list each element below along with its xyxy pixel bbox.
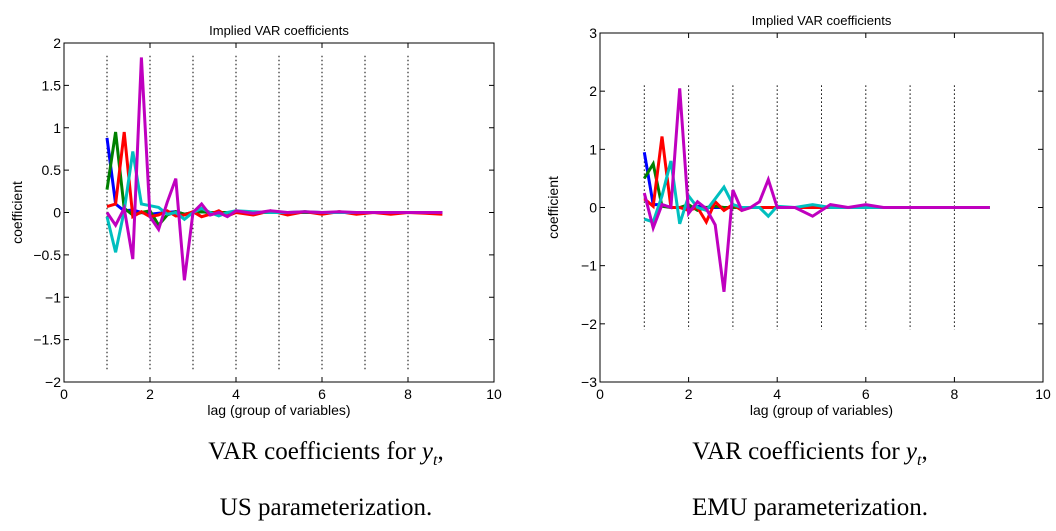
us-caption-line1: VAR coefficients for yt, xyxy=(62,428,590,484)
x-tick-label: 0 xyxy=(596,386,604,402)
y-tick-label: 0.5 xyxy=(42,162,62,178)
y-tick-label: 3 xyxy=(589,25,597,41)
us-caption-var: y xyxy=(421,438,434,465)
series-line-4 xyxy=(105,151,443,253)
y-tick-label: 1 xyxy=(53,120,61,136)
y-tick-label: 2 xyxy=(589,83,597,99)
x-tick-label: 10 xyxy=(486,386,502,402)
y-tick-label: −1 xyxy=(581,258,597,274)
x-tick-label: 4 xyxy=(773,386,781,402)
y-axis-label: coefficient xyxy=(545,176,561,239)
us-caption-text: VAR coefficients for xyxy=(208,438,422,465)
emu-caption-line2: EMU parameterization. xyxy=(691,494,928,521)
y-tick-label: 1 xyxy=(589,141,597,157)
y-tick-label: 2 xyxy=(53,35,61,51)
us-caption-comma: , xyxy=(437,438,444,465)
emu-caption-var: y xyxy=(905,438,918,465)
us-caption: VAR coefficients for yt, US parameteriza… xyxy=(62,428,590,531)
x-axis-label: lag (group of variables) xyxy=(750,402,893,418)
x-tick-label: 2 xyxy=(146,386,154,402)
x-tick-label: 8 xyxy=(951,386,959,402)
x-tick-label: 6 xyxy=(318,386,326,402)
us-var-coefficients-chart: Implied VAR coefficients 0 2 4 6 8 10 2 1.5 1 0.5 0… xyxy=(9,23,502,418)
y-tick-label: −3 xyxy=(581,374,597,390)
emu-caption-line1: VAR coefficients for yt, xyxy=(546,428,1056,484)
y-tick-label: 0 xyxy=(53,205,61,221)
x-tick-label: 2 xyxy=(685,386,693,402)
y-tick-label: 1.5 xyxy=(42,77,62,93)
x-tick-label: 6 xyxy=(862,386,870,402)
series-line-1 xyxy=(105,137,443,216)
series-line-5 xyxy=(642,88,990,292)
series-line-5 xyxy=(105,57,443,281)
y-axis-label: coefficient xyxy=(9,181,25,244)
x-tick-label: 10 xyxy=(1035,386,1051,402)
x-tick-label: 0 xyxy=(60,386,68,402)
x-axis-label: lag (group of variables) xyxy=(207,402,350,418)
chart-title: Implied VAR coefficients xyxy=(752,13,892,28)
emu-caption-text: VAR coefficients for xyxy=(692,438,906,465)
y-tick-label: −1.5 xyxy=(33,332,61,348)
chart-title: Implied VAR coefficients xyxy=(209,23,349,38)
series-line-3 xyxy=(106,131,443,220)
y-tick-label: −1 xyxy=(45,289,61,305)
us-caption-line2: US parameterization. xyxy=(219,494,433,521)
emu-caption: VAR coefficients for yt, EMU parameteriz… xyxy=(546,428,1056,531)
us-caption-sub: t xyxy=(433,452,438,469)
emu-caption-sub: t xyxy=(917,452,922,469)
y-tick-label: 0 xyxy=(589,200,597,216)
series-line-1 xyxy=(642,151,990,209)
x-tick-label: 4 xyxy=(232,386,240,402)
x-tick-label: 8 xyxy=(404,386,412,402)
y-tick-label: −2 xyxy=(581,316,597,332)
emu-caption-comma: , xyxy=(921,438,928,465)
series-line-3 xyxy=(643,136,990,226)
y-tick-label: −0.5 xyxy=(33,247,61,263)
y-tick-label: −2 xyxy=(45,374,61,390)
